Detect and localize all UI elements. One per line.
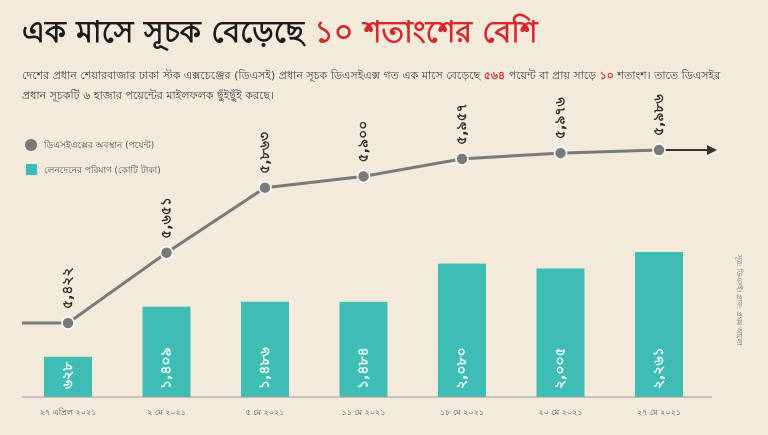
line-group	[22, 145, 717, 325]
bar-value-label: ৬২৮	[60, 361, 76, 389]
point-value-label: ৫,৮৬৩	[257, 132, 273, 174]
point-2	[159, 246, 174, 260]
bar-2	[142, 306, 191, 397]
point-value-label: ৫,৯৮৬	[651, 94, 667, 136]
bar-6	[536, 268, 585, 397]
lede-number-2: ১০	[599, 69, 614, 82]
legend: ডিএসইএক্সের অবস্থান (পয়েন্ট) লেনদেনের প…	[25, 139, 161, 176]
headline: এক মাসে সূচক বেড়েছে ১০ শতাংশের বেশি	[22, 8, 762, 59]
x-tick-label: ২ মে ২০২১	[147, 408, 186, 417]
legend-swatch-line	[25, 139, 37, 151]
lede-number-1: ৫৬৪	[483, 69, 506, 82]
point-1	[61, 316, 75, 330]
legend-label-line: ডিএসইএক্সের অবস্থান (পয়েন্ট)	[43, 140, 154, 151]
bar-4	[339, 301, 388, 397]
bar-value-label: ২,০০৫	[553, 347, 569, 389]
headline-text: এক মাসে সূচক বেড়েছে	[22, 15, 315, 50]
x-tick-label: ২০ মে ২০২১	[539, 408, 583, 417]
x-tick-label: ১৮ মে ২০২১	[440, 408, 484, 417]
bar-value-label: ১,৪০৯	[159, 347, 175, 389]
lede-paragraph: দেশের প্রধান শেয়ারবাজার ঢাকা স্টক এক্সচ…	[22, 66, 742, 106]
bar-value-label: ২,২৬১	[651, 347, 667, 389]
bars-group: ৬২৮ ১,৪০৯ ১,৪৮৬ ১,৪৮৪ ২,০৮০ ২,০০৫ ২,২৬১	[44, 252, 683, 397]
bar-5	[438, 263, 486, 397]
point-value-label: ৫,৪২২	[60, 267, 76, 309]
legend-swatch-bar	[26, 164, 37, 175]
point-value-label: ৫,৯০০	[356, 121, 372, 163]
bar-value-label: ১,৪৮৪	[356, 347, 372, 389]
points-group: ৫,৪২২ ৫,৬৫১ ৫,৮৬৩ ৫,৯০০ ৫,৯৫৭ ৫,৯৭৬ ৫,৯৮৬	[60, 94, 667, 330]
bar-value-label: ১,৪৮৬	[257, 347, 273, 389]
x-tick-label: ৫ মে ২০২১	[246, 408, 285, 417]
source-note: সূত্র: ডিএসই। গ্রাফ: প্রথম আলো	[735, 254, 743, 347]
headline-highlight: ১০ শতাংশের বেশি	[314, 15, 538, 50]
point-6	[553, 146, 568, 160]
x-tick-label: ২৭ এপ্রিল ২০২১	[40, 408, 97, 417]
point-value-label: ৫,৬৫১	[159, 197, 175, 239]
point-4	[356, 169, 371, 184]
bar-1	[44, 356, 92, 397]
point-7	[652, 143, 666, 157]
bar-7	[635, 252, 683, 397]
bar-value-label: ২,০৮০	[454, 347, 470, 389]
index-line	[22, 148, 660, 325]
x-tick-label: ১১ মে ২০২১	[342, 408, 386, 417]
legend-label-bar: লেনদেনের পরিমাণ (কোটি টাকা)	[44, 164, 161, 176]
point-value-label: ৫,৯৭৬	[553, 97, 569, 139]
lede-text-1: দেশের প্রধান শেয়ারবাজার ঢাকা স্টক এক্সচ…	[22, 69, 484, 82]
bar-3	[241, 301, 289, 397]
x-tick-label: ২৭ মে ২০২১	[637, 408, 681, 417]
x-axis: ২৭ এপ্রিল ২০২১ ২ মে ২০২১ ৫ মে ২০২১ ১১ মে ২০…	[22, 396, 712, 417]
point-5	[455, 152, 469, 166]
lede-text-2: পয়েন্ট বা প্রায় সাড়ে	[508, 69, 600, 82]
point-3	[258, 180, 272, 195]
arrow-head-icon	[707, 145, 717, 155]
lede-text-3: শতাংশ। তাতে ডিএসইর প্রধান সূচকটি ৬ হাজার…	[22, 69, 721, 102]
point-value-label: ৫,৯৫৭	[454, 103, 470, 145]
